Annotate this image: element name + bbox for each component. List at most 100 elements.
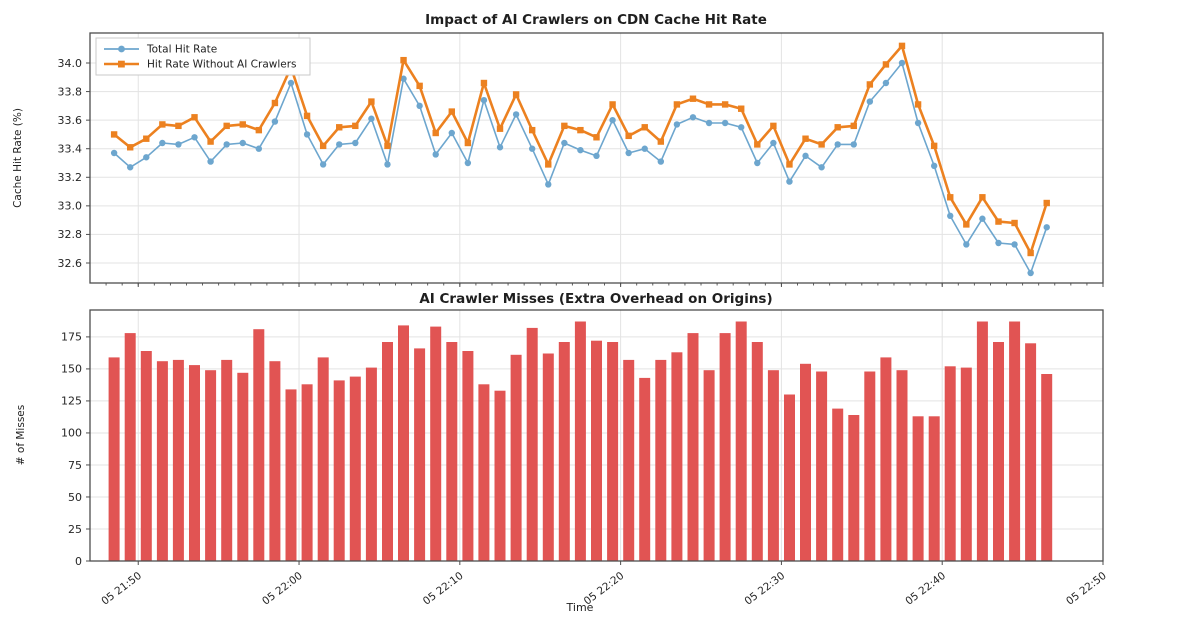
data-point-circle xyxy=(255,145,263,152)
miss-bar xyxy=(735,321,747,561)
data-point-square xyxy=(898,42,906,50)
miss-bar xyxy=(349,376,361,561)
data-point-square xyxy=(223,122,230,130)
data-point-circle xyxy=(754,159,761,167)
miss-bar xyxy=(912,416,924,561)
miss-bar xyxy=(623,359,635,561)
data-point-circle xyxy=(110,149,118,157)
miss-bar xyxy=(960,367,972,561)
miss-bar xyxy=(221,359,233,561)
data-point-circle xyxy=(914,119,922,127)
miss-bar xyxy=(574,321,586,561)
miss-bar xyxy=(639,377,651,561)
ytick-label: 150 xyxy=(61,363,82,376)
data-point-circle xyxy=(995,239,1002,247)
data-point-square xyxy=(770,122,777,130)
data-point-circle xyxy=(625,149,632,157)
miss-bar xyxy=(446,342,458,561)
data-point-square xyxy=(689,95,697,102)
data-point-square xyxy=(786,161,793,168)
data-point-circle xyxy=(770,139,777,147)
data-point-square xyxy=(126,144,134,151)
miss-bar xyxy=(237,372,249,562)
miss-bar xyxy=(140,351,152,561)
data-point-circle xyxy=(979,215,986,222)
data-point-square xyxy=(673,101,681,108)
legend: Total Hit Rate Hit Rate Without AI Crawl… xyxy=(95,37,311,76)
data-point-circle xyxy=(416,102,423,110)
miss-bar xyxy=(462,351,474,561)
data-point-circle xyxy=(930,162,938,170)
miss-bar xyxy=(671,352,683,561)
data-point-circle xyxy=(303,131,311,138)
data-point-circle xyxy=(368,115,375,122)
miss-bar xyxy=(719,333,731,561)
miss-bar xyxy=(542,353,554,561)
bottom-plot-border xyxy=(89,309,1104,562)
xtick-label: 05 22:50 xyxy=(1064,570,1109,608)
data-point-circle xyxy=(705,119,713,127)
data-point-circle xyxy=(512,111,520,118)
data-point-square xyxy=(416,82,423,90)
data-point-circle xyxy=(802,152,809,160)
data-point-square xyxy=(979,194,986,201)
data-point-circle xyxy=(738,124,745,131)
data-point-square xyxy=(464,139,472,147)
data-point-circle xyxy=(126,164,134,171)
miss-bar xyxy=(124,333,136,561)
data-point-circle xyxy=(850,141,857,148)
ytick-label: 0 xyxy=(75,555,82,568)
data-point-square xyxy=(738,105,745,112)
data-point-circle xyxy=(577,146,584,154)
miss-bar xyxy=(317,357,329,561)
top-plot-border xyxy=(89,32,1104,284)
miss-bar xyxy=(976,321,988,561)
xtick-label: 05 22:10 xyxy=(421,570,466,608)
ytick-label: 33.2 xyxy=(58,171,83,184)
miss-bar xyxy=(944,366,956,561)
data-point-circle xyxy=(641,145,648,152)
legend-label-without: Hit Rate Without AI Crawlers xyxy=(147,59,297,71)
miss-bar xyxy=(1009,321,1021,561)
data-point-square xyxy=(175,122,182,130)
miss-bar xyxy=(189,365,200,561)
data-point-square xyxy=(496,125,504,132)
ytick-label: 33.4 xyxy=(58,143,83,156)
data-point-square xyxy=(255,126,263,134)
miss-bar xyxy=(896,370,908,561)
data-point-square xyxy=(705,101,713,108)
data-point-square xyxy=(143,135,150,142)
data-point-circle xyxy=(271,118,279,125)
data-point-square xyxy=(191,114,198,121)
data-point-circle xyxy=(721,119,729,127)
miss-bar xyxy=(800,363,811,561)
xtick-label: 05 21:50 xyxy=(99,570,144,608)
data-point-circle xyxy=(882,79,890,87)
data-point-square xyxy=(963,221,970,228)
data-point-square xyxy=(947,194,954,201)
miss-bar xyxy=(382,342,393,561)
legend-box xyxy=(95,37,311,76)
total-hit-rate-line xyxy=(113,62,1048,274)
miss-bar xyxy=(767,370,779,561)
data-point-circle xyxy=(528,145,536,152)
data-point-square xyxy=(384,142,391,150)
ytick-label: 33.6 xyxy=(58,114,83,127)
miss-bar xyxy=(172,359,184,561)
ytick-label: 33.8 xyxy=(58,85,83,98)
miss-bar xyxy=(510,354,522,561)
miss-bar xyxy=(301,384,313,561)
data-point-circle xyxy=(448,129,455,137)
miss-bar xyxy=(156,361,168,561)
data-point-square xyxy=(448,108,455,115)
top-chart-title: Impact of AI Crawlers on CDN Cache Hit R… xyxy=(425,12,767,28)
data-point-square xyxy=(834,124,841,131)
ytick-label: 175 xyxy=(61,331,82,344)
ytick-label: 100 xyxy=(61,427,82,440)
data-point-square xyxy=(609,101,616,108)
data-point-square xyxy=(512,91,520,98)
data-point-circle xyxy=(1043,224,1050,231)
miss-bar xyxy=(365,367,377,561)
data-point-square xyxy=(866,81,874,88)
